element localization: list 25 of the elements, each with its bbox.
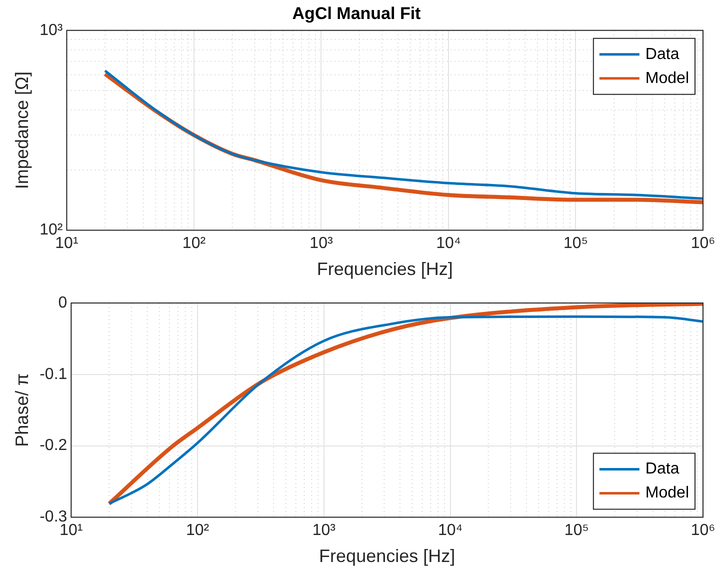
y-axis-title: Phase/ π bbox=[12, 373, 32, 447]
x-tick-label: 10² bbox=[182, 235, 206, 252]
legend-label: Model bbox=[645, 484, 689, 502]
x-tick-label: 10² bbox=[186, 522, 210, 540]
y-tick-label: 0 bbox=[58, 294, 68, 312]
x-tick-label: 10³ bbox=[312, 522, 336, 540]
y-tick-label: -0.1 bbox=[40, 366, 68, 383]
x-tick-label: 10⁶ bbox=[690, 235, 716, 252]
x-tick-label: 10³ bbox=[310, 235, 334, 252]
x-axis-title: Frequencies [Hz] bbox=[316, 259, 453, 280]
x-tick-label: 10⁵ bbox=[564, 522, 589, 540]
legend-label: Data bbox=[645, 460, 680, 478]
x-tick-label: 10¹ bbox=[60, 522, 83, 540]
x-axis-title: Frequencies [Hz] bbox=[319, 546, 456, 566]
chart-title: AgCl Manual Fit bbox=[292, 4, 422, 23]
y-tick-label: 10³ bbox=[40, 22, 64, 39]
x-tick-label: 10⁶ bbox=[690, 522, 716, 540]
y-tick-label: -0.2 bbox=[40, 437, 68, 454]
x-tick-label: 10¹ bbox=[55, 235, 78, 252]
x-tick-label: 10⁴ bbox=[436, 235, 461, 252]
y-axis-title: Impedance [Ω] bbox=[12, 72, 32, 190]
x-tick-label: 10⁵ bbox=[564, 235, 588, 252]
legend-label: Data bbox=[645, 46, 680, 63]
x-tick-label: 10⁴ bbox=[438, 522, 463, 540]
legend-label: Model bbox=[645, 70, 689, 87]
